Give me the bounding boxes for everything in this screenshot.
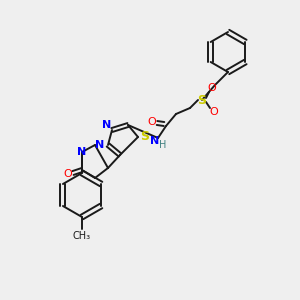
Text: CH₃: CH₃ (73, 231, 91, 241)
Text: O: O (64, 169, 72, 179)
Text: O: O (148, 117, 156, 127)
Text: H: H (159, 140, 167, 150)
Text: O: O (208, 83, 216, 93)
Text: N: N (77, 147, 87, 157)
Text: N: N (95, 140, 105, 150)
Text: N: N (150, 136, 160, 146)
Text: O: O (210, 107, 218, 117)
Text: S: S (197, 94, 206, 106)
Text: N: N (102, 120, 112, 130)
Text: S: S (140, 130, 149, 143)
